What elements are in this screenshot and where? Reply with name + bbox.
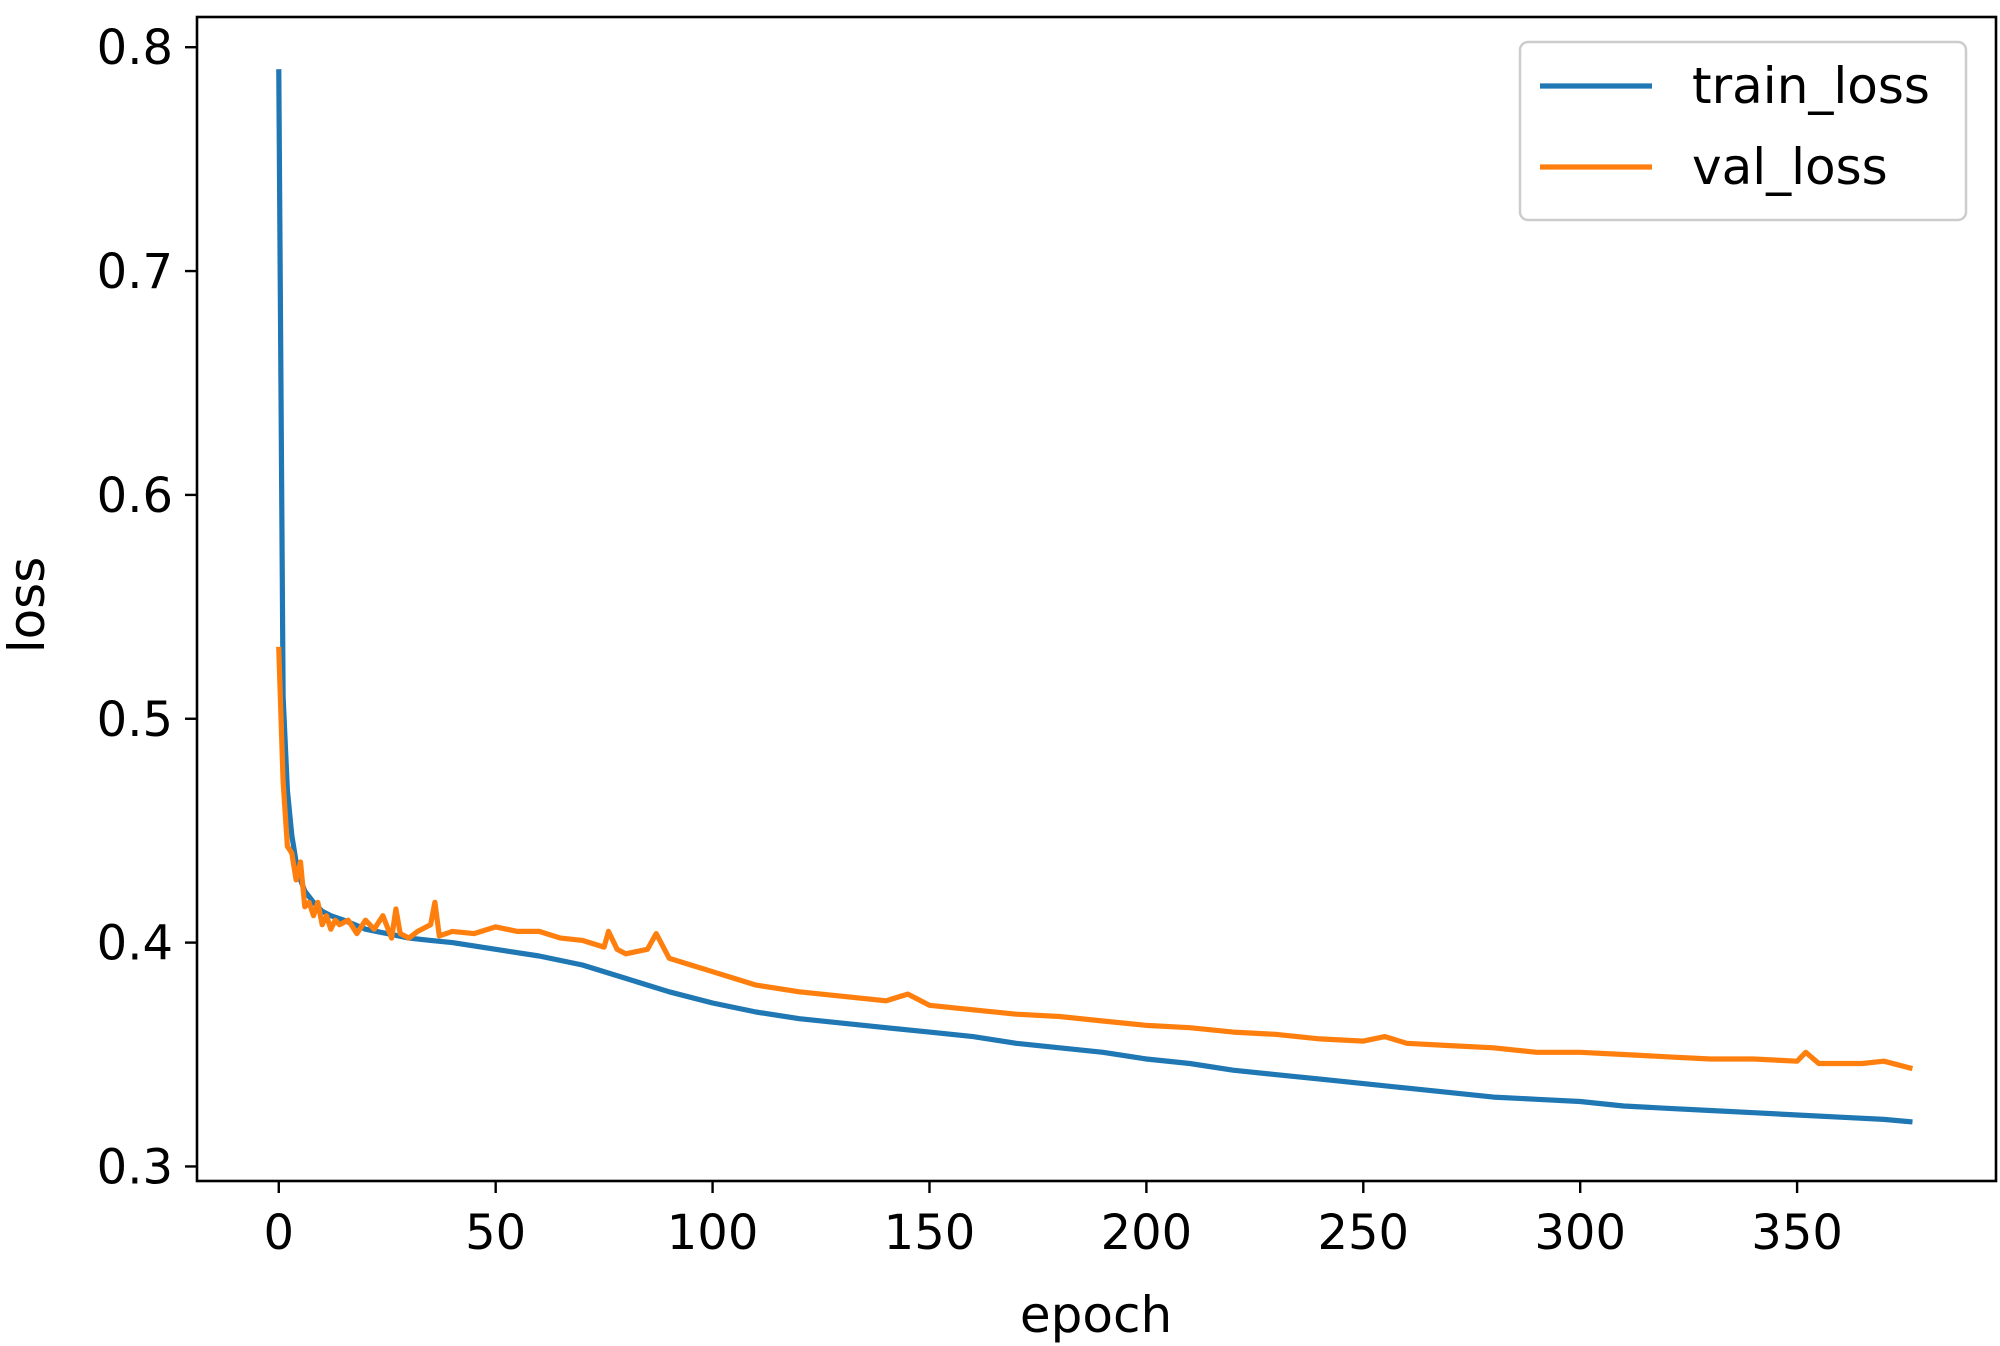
legend-label-val_loss: val_loss [1692,138,1888,196]
plot-frame [195,15,1998,1183]
y-axis: 0.3 0.4 0.5 0.6 0.7 0.8 [97,20,197,1195]
x-tick-label: 350 [1751,1205,1843,1261]
legend-label-train_loss: train_loss [1692,57,1930,115]
x-axis: 0 50 100 150 200 250 300 350 [263,1181,1843,1261]
legend: train_loss val_loss [1518,40,1968,222]
y-tick-label: 0.8 [97,20,173,76]
x-tick-label: 200 [1101,1205,1193,1261]
y-tick-label: 0.4 [97,916,173,972]
y-tick-label: 0.5 [97,692,173,748]
series-line-val_loss [276,646,1914,1072]
y-tick-label: 0.7 [97,244,173,300]
series-line-train_loss [276,69,1913,1125]
x-tick-label: 300 [1534,1205,1626,1261]
y-tick-label: 0.3 [97,1139,173,1195]
series-layer [276,69,1914,1125]
x-tick-label: 100 [667,1205,759,1261]
x-tick-label: 50 [465,1205,526,1261]
x-axis-title: epoch [1020,1286,1172,1344]
y-tick-label: 0.6 [97,468,173,524]
x-tick-label: 150 [884,1205,976,1261]
x-tick-label: 250 [1317,1205,1409,1261]
x-tick-label: 0 [263,1205,294,1261]
y-axis-title: loss [0,557,56,654]
